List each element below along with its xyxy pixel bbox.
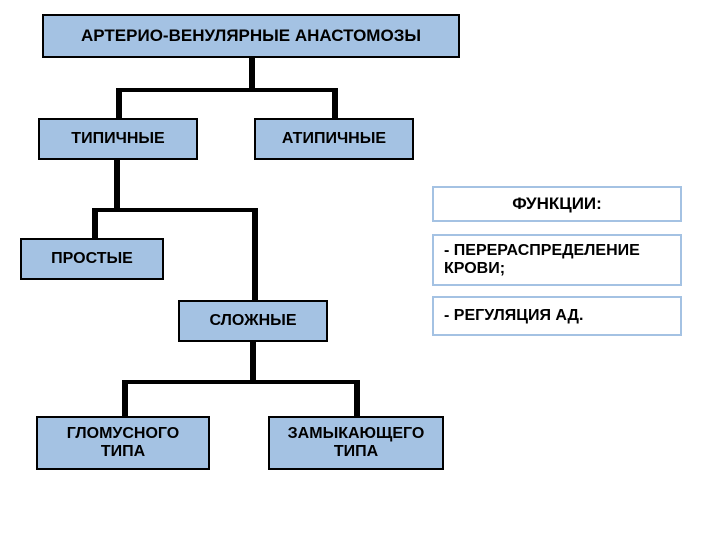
connector-line xyxy=(92,208,256,212)
node-complex-label: СЛОЖНЫЕ xyxy=(210,312,297,330)
node-simple: ПРОСТЫЕ xyxy=(20,238,164,280)
node-closing: ЗАМЫКАЮЩЕГО ТИПА xyxy=(268,416,444,470)
functions-item-2-label: - РЕГУЛЯЦИЯ АД. xyxy=(444,307,583,325)
connector-line xyxy=(122,380,358,384)
connector-line xyxy=(116,88,122,118)
node-typical-label: ТИПИЧНЫЕ xyxy=(71,130,164,148)
functions-item-2: - РЕГУЛЯЦИЯ АД. xyxy=(432,296,682,336)
functions-item-1: - ПЕРЕРАСПРЕДЕЛЕНИЕ КРОВИ; xyxy=(432,234,682,286)
connector-line xyxy=(249,58,255,90)
node-glomus: ГЛОМУСНОГО ТИПА xyxy=(36,416,210,470)
functions-title-label: ФУНКЦИИ: xyxy=(512,194,602,214)
node-root: АРТЕРИО-ВЕНУЛЯРНЫЕ АНАСТОМОЗЫ xyxy=(42,14,460,58)
node-root-label: АРТЕРИО-ВЕНУЛЯРНЫЕ АНАСТОМОЗЫ xyxy=(81,26,421,46)
functions-item-1-label: - ПЕРЕРАСПРЕДЕЛЕНИЕ КРОВИ; xyxy=(444,242,670,278)
node-closing-label: ЗАМЫКАЮЩЕГО ТИПА xyxy=(276,425,436,461)
connector-line xyxy=(332,88,338,118)
node-glomus-label: ГЛОМУСНОГО ТИПА xyxy=(44,425,202,461)
node-complex: СЛОЖНЫЕ xyxy=(178,300,328,342)
connector-line xyxy=(92,208,98,238)
node-atypical-label: АТИПИЧНЫЕ xyxy=(282,130,386,148)
functions-title-box: ФУНКЦИИ: xyxy=(432,186,682,222)
connector-line xyxy=(114,160,120,210)
connector-line xyxy=(122,380,128,416)
connector-line xyxy=(252,208,258,300)
node-simple-label: ПРОСТЫЕ xyxy=(51,250,133,268)
connector-line xyxy=(354,380,360,416)
node-typical: ТИПИЧНЫЕ xyxy=(38,118,198,160)
node-atypical: АТИПИЧНЫЕ xyxy=(254,118,414,160)
connector-line xyxy=(116,88,336,92)
connector-line xyxy=(250,342,256,382)
